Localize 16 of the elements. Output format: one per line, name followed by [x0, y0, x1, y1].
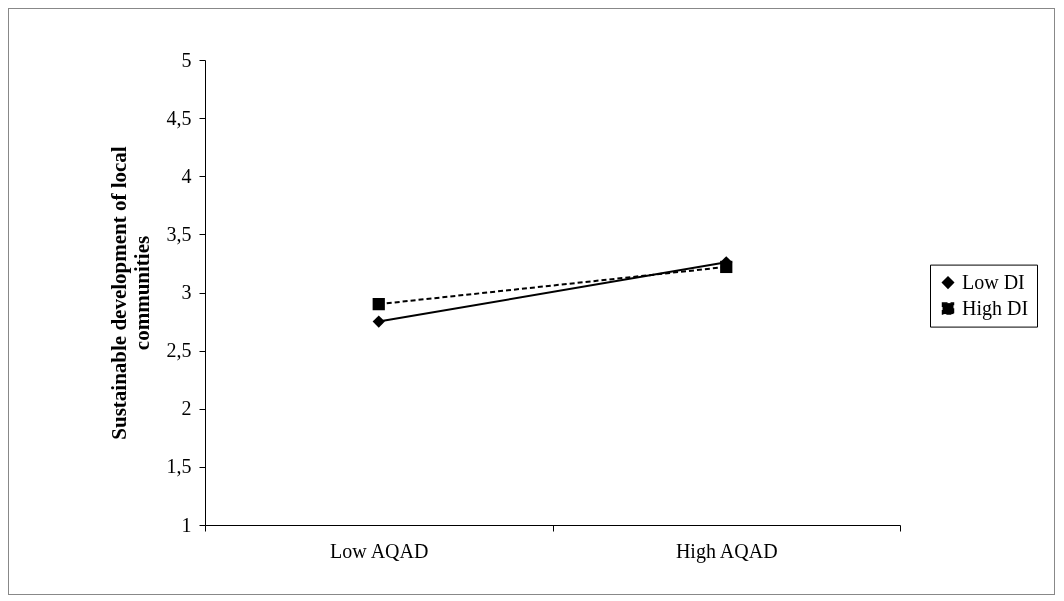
- y-tick-label: 3: [181, 281, 192, 303]
- y-tick-label: 2,5: [166, 339, 192, 362]
- y-tick-label: 4: [181, 164, 192, 187]
- legend-label: Low DI: [962, 270, 1025, 293]
- point: [372, 298, 385, 311]
- y-tick-label: 1: [181, 513, 192, 536]
- y-tick-label: 2: [181, 397, 192, 420]
- y-tick-label: 4,5: [166, 106, 192, 129]
- legend-label: High DI: [962, 296, 1029, 320]
- y-axis-title: Sustainable development of local communities: [106, 146, 154, 440]
- x-tick-label: Low AQAD: [330, 539, 429, 562]
- point: [372, 315, 385, 328]
- y-tick-label: 5: [181, 48, 192, 71]
- y-tick-label: 3,5: [166, 222, 192, 245]
- y-tick-label: 1,5: [166, 455, 192, 478]
- x-tick-label: High AQAD: [675, 539, 778, 563]
